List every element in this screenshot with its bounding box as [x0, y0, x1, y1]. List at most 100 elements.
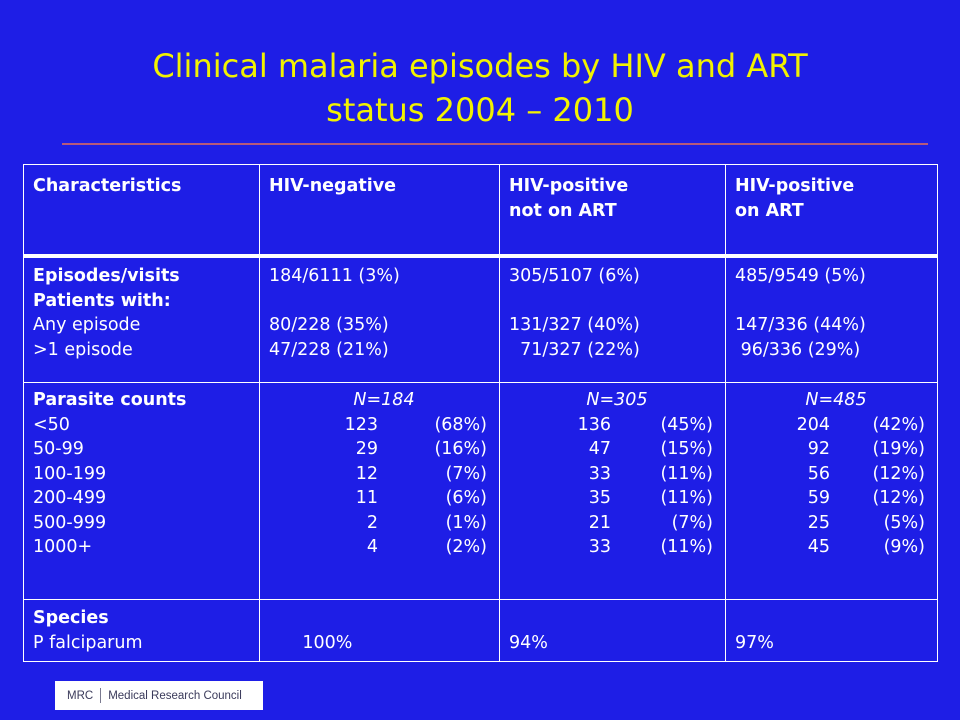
- count-line: 45 (9%): [735, 535, 937, 560]
- count-value: 2: [366, 512, 378, 533]
- percent-value: (5%): [883, 512, 925, 533]
- bin-label: 1000+: [33, 537, 93, 557]
- value-cell: N=305 136 (45%) 47 (15%) 33 (11%) 35 (11%) 21 (7%)…: [499, 382, 726, 600]
- percent-value: (42%): [872, 414, 925, 435]
- percent-value: (16%): [434, 439, 487, 459]
- species-value: 97%: [735, 632, 774, 653]
- count-value: 92: [807, 439, 830, 459]
- percent-value: (6%): [445, 488, 487, 508]
- percent-value: (68%): [434, 414, 487, 435]
- count-value: 59: [807, 488, 830, 508]
- table-row: Parasite counts <50 50-99 100-199 200-499 500…: [23, 382, 938, 600]
- slide-title: Clinical malaria episodes by HIV and ART…: [40, 44, 920, 132]
- count-line: 33 (11%): [509, 462, 725, 487]
- multi-episode-label: >1 episode: [33, 339, 133, 360]
- percent-value: (11%): [660, 463, 713, 484]
- header-cell: HIV-negative: [259, 164, 500, 257]
- n-value: N=305: [586, 390, 648, 410]
- percent-value: (15%): [660, 439, 713, 459]
- value-cell: 184/6111 (3%) 80/228 (35%) 47/228 (21%): [259, 255, 500, 383]
- any-episode-label: Any episode: [33, 315, 141, 335]
- value-cell: N=485 204 (42%) 92 (19%) 56 (12%) 59 (12%) 25 (5%)…: [725, 382, 938, 600]
- count-line: 92 (19%): [735, 437, 937, 462]
- percent-value: (12%): [872, 488, 925, 508]
- count-value: 123: [344, 414, 378, 435]
- bin-label: 100-199: [33, 463, 107, 484]
- percent-value: (7%): [445, 463, 487, 484]
- parasite-label: Parasite counts: [33, 390, 187, 410]
- count-value: 29: [355, 439, 378, 459]
- count-line: 2 (1%): [269, 511, 499, 536]
- percent-value: (12%): [872, 463, 925, 484]
- header-row: Characteristics HIV-negative HIV-positiv…: [23, 164, 938, 257]
- title-line-1: Clinical malaria episodes by HIV and ART: [152, 47, 808, 85]
- percent-value: (11%): [660, 537, 713, 557]
- count-value: 11: [355, 488, 378, 508]
- header-cell: Characteristics: [23, 164, 260, 257]
- table-row: Species P falciparum 100% 94% 97%: [23, 599, 938, 662]
- count-line: 12 (7%): [269, 462, 499, 487]
- logo-separator: [100, 688, 102, 703]
- count-line: 56 (12%): [735, 462, 937, 487]
- episodes-value: 305/5107 (6%): [509, 266, 640, 286]
- count-value: 33: [588, 537, 611, 557]
- count-value: 45: [807, 537, 830, 557]
- percent-value: (45%): [660, 414, 713, 435]
- count-line: 21 (7%): [509, 511, 725, 536]
- row-label-cell: Species P falciparum: [23, 599, 260, 662]
- row-label-cell: Parasite counts <50 50-99 100-199 200-499 500…: [23, 382, 260, 600]
- title-divider: [62, 143, 928, 145]
- count-line: 59 (12%): [735, 486, 937, 511]
- value-cell: 97%: [725, 599, 938, 662]
- count-line: 35 (11%): [509, 486, 725, 511]
- count-line: 25 (5%): [735, 511, 937, 536]
- patients-label: Patients with:: [33, 290, 171, 311]
- count-line: 136 (45%): [509, 413, 725, 438]
- bin-label: <50: [33, 414, 70, 435]
- species-value: 100%: [269, 632, 353, 653]
- n-value: N=485: [805, 390, 867, 410]
- species-label: Species: [33, 608, 109, 628]
- logo-council-text: Medical Research Council: [108, 689, 242, 702]
- count-value: 21: [588, 512, 611, 533]
- bin-label: 50-99: [33, 439, 84, 459]
- mrc-logo: MRC Medical Research Council: [55, 681, 263, 710]
- logo-mrc-text: MRC: [67, 689, 94, 702]
- row-label-cell: Episodes/visits Patients with: Any episode…: [23, 255, 260, 383]
- count-value: 33: [588, 463, 611, 484]
- title-line-2: status 2004 – 2010: [326, 91, 634, 129]
- count-value: 12: [355, 463, 378, 484]
- count-line: 123 (68%): [269, 413, 499, 438]
- multi-episode-value: 47/228 (21%): [269, 339, 389, 360]
- count-value: 25: [807, 512, 830, 533]
- value-cell: 94%: [499, 599, 726, 662]
- multi-episode-value: 71/327 (22%): [509, 339, 640, 360]
- count-value: 204: [796, 414, 830, 435]
- bin-label: 200-499: [33, 488, 107, 508]
- table-row: Episodes/visits Patients with: Any episode…: [23, 255, 938, 383]
- species-value: 94%: [509, 632, 548, 653]
- percent-value: (1%): [445, 512, 487, 533]
- count-value: 35: [588, 488, 611, 508]
- episodes-value: 485/9549 (5%): [735, 266, 866, 286]
- count-line: 11 (6%): [269, 486, 499, 511]
- count-line: 47 (15%): [509, 437, 725, 462]
- count-line: 204 (42%): [735, 413, 937, 438]
- percent-value: (2%): [445, 537, 487, 557]
- bin-label: 500-999: [33, 512, 107, 533]
- any-episode-value: 131/327 (40%): [509, 315, 640, 335]
- value-cell: N=184 123 (68%) 29 (16%) 12 (7%) 11 (6%) 2 (1%) 4 (2…: [259, 382, 500, 600]
- count-value: 47: [588, 439, 611, 459]
- falciparum-label: P falciparum: [33, 632, 143, 653]
- multi-episode-value: 96/336 (29%): [735, 339, 861, 360]
- header-cell: HIV-positive on ART: [725, 164, 938, 257]
- any-episode-value: 80/228 (35%): [269, 315, 389, 335]
- count-line: 4 (2%): [269, 535, 499, 560]
- n-value: N=184: [353, 390, 415, 410]
- percent-value: (11%): [660, 488, 713, 508]
- value-cell: 305/5107 (6%) 131/327 (40%) 71/327 (22%): [499, 255, 726, 383]
- malaria-table: Characteristics HIV-negative HIV-positiv…: [23, 164, 938, 662]
- count-value: 4: [366, 537, 378, 557]
- episodes-value: 184/6111 (3%): [269, 266, 400, 286]
- value-cell: 485/9549 (5%) 147/336 (44%) 96/336 (29%): [725, 255, 938, 383]
